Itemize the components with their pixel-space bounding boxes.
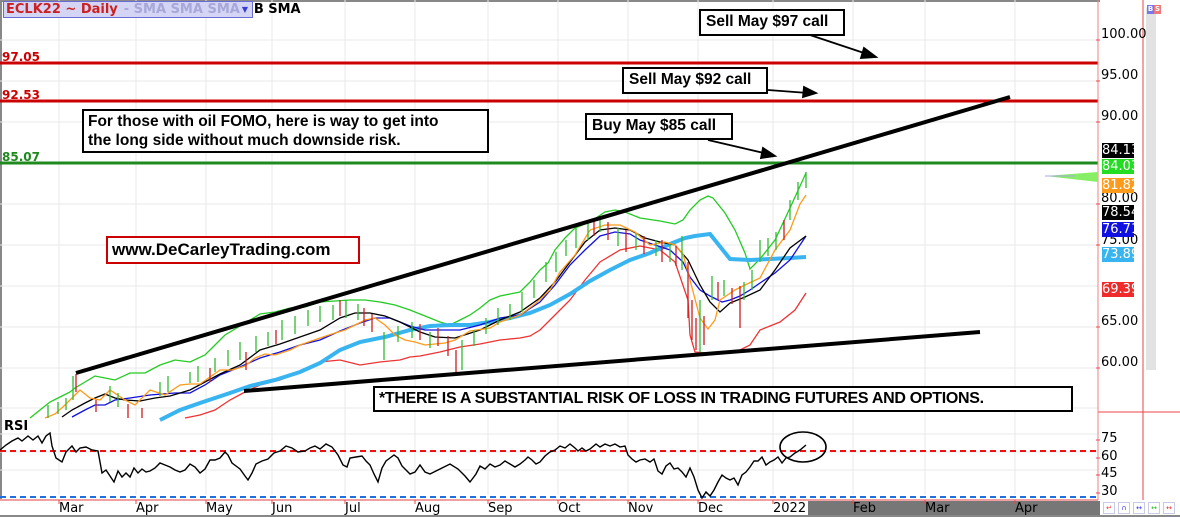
month-jun: Jun [272,501,293,516]
month-aug: Aug [415,501,441,516]
fomo-note-line2: the long side without much downside risk… [88,132,401,149]
price-tick-80: 80.00 [1101,191,1139,206]
chevron-down-icon[interactable]: ▼ [241,4,248,14]
rsi-tick-75: 75 [1101,431,1118,446]
lower-trendline[interactable] [243,330,981,393]
month-oct: Oct [558,501,581,516]
scroll-start-icon[interactable]: ↵ [1103,502,1115,514]
price-tick-95: 95.00 [1101,68,1139,83]
vertical-scrollbar[interactable] [1146,8,1156,123]
level-label-85: 85.07 [2,150,40,164]
price-tick-marks [1096,39,1100,494]
price-tag-sma-slow: 76.71 [1102,222,1140,237]
month-sep: Sep [488,501,513,516]
reset-view-icon[interactable]: ∩ [1118,502,1130,514]
zoom-out-icon[interactable]: ↔ [1133,502,1145,514]
symbol-selector[interactable]: ECLK22 ~ Daily - SMA SMA SMA ▼ [3,1,253,18]
price-tag-lower-band: 69.39 [1102,282,1140,297]
fit-view-icon[interactable]: ↔ [1163,502,1175,514]
month-apr-2022: Apr [1015,501,1038,516]
vertical-grid [58,0,1016,495]
studies-label: - SMA SMA SMA [123,2,240,17]
sma-mid-line [61,227,807,418]
price-tag-upper-band: 84.03 [1102,159,1140,174]
rsi-highlight-circle [779,431,827,463]
month-2022: 2022 [773,501,807,516]
price-tick-90: 90.00 [1101,109,1139,124]
extra-study-label: B SMA [253,2,301,17]
future-period-bar [808,501,1100,517]
month-mar: Mar [59,501,84,516]
price-tag-sma-fast: 81.82 [1102,178,1140,193]
ohlc-bars [47,172,807,418]
rsi-tick-45: 45 [1101,466,1118,481]
price-tag-sma-mid: 78.54 [1102,205,1140,220]
level-label-97: 97.05 [2,50,40,64]
rsi-label: RSI [4,419,29,434]
rsi-tick-30: 30 [1101,484,1118,499]
month-apr: Apr [136,501,159,516]
website-box: www.DeCarleyTrading.com [106,236,360,264]
price-tick-60: 60.00 [1101,355,1139,370]
month-jul: Jul [345,501,361,516]
buy-button[interactable]: B [1147,5,1154,14]
fomo-note: For those with oil FOMO, here is way to … [82,109,489,153]
sma-slow-line [71,231,807,418]
sell-97-call-note: Sell May $97 call [699,9,845,36]
month-nov: Nov [628,501,654,516]
symbol-label: ECLK22 ~ Daily [6,2,118,17]
annotation-arrows [707,34,879,160]
risk-disclaimer: *THERE IS A SUBSTANTIAL RISK OF LOSS IN … [373,386,1073,412]
zoom-in-icon[interactable]: ↔ [1148,502,1160,514]
chart-header: ECLK22 ~ Daily - SMA SMA SMA ▼ B SMA [3,1,301,18]
month-feb: Feb [853,501,877,516]
fomo-note-line1: For those with oil FOMO, here is way to … [88,113,439,130]
upper-trendline[interactable] [75,95,1011,375]
last-price-marker [1045,172,1098,182]
price-tag-last: 84.13 [1102,143,1140,158]
vertical-scrollbar-track[interactable] [1146,123,1156,370]
sell-button[interactable]: S [1154,5,1161,14]
rsi-line [0,431,807,500]
month-dec: Dec [698,501,724,516]
rsi-tick-60: 60 [1101,449,1118,464]
buy-85-call-note: Buy May $85 call [585,113,733,140]
price-tag-sma-long: 73.89 [1102,247,1140,262]
level-label-92: 92.53 [2,88,40,102]
month-may: May [206,501,233,516]
sell-92-call-note: Sell May $92 call [622,67,768,94]
month-mar-2022: Mar [925,501,950,516]
price-tick-100: 100.00 [1101,27,1147,42]
price-tick-65: 65.00 [1101,314,1139,329]
month-tick-marks [58,500,1016,504]
